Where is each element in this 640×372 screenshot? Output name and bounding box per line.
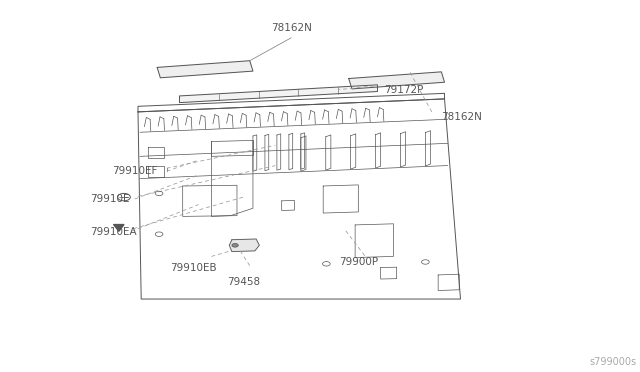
Polygon shape <box>229 239 259 251</box>
Text: 79910E: 79910E <box>90 194 130 204</box>
Text: 78162N: 78162N <box>271 23 312 33</box>
Polygon shape <box>349 72 445 89</box>
Text: s799000s: s799000s <box>589 357 636 367</box>
Polygon shape <box>157 61 253 78</box>
Text: 79910EF: 79910EF <box>113 166 158 176</box>
Text: 79910EB: 79910EB <box>170 263 216 273</box>
Text: 78162N: 78162N <box>442 112 482 122</box>
Polygon shape <box>114 225 124 231</box>
Text: 79910EA: 79910EA <box>90 227 137 237</box>
Text: 79458: 79458 <box>227 278 260 287</box>
Polygon shape <box>179 85 378 103</box>
Circle shape <box>232 243 238 247</box>
Text: 79900P: 79900P <box>339 257 378 267</box>
Text: 79172P: 79172P <box>384 85 423 94</box>
